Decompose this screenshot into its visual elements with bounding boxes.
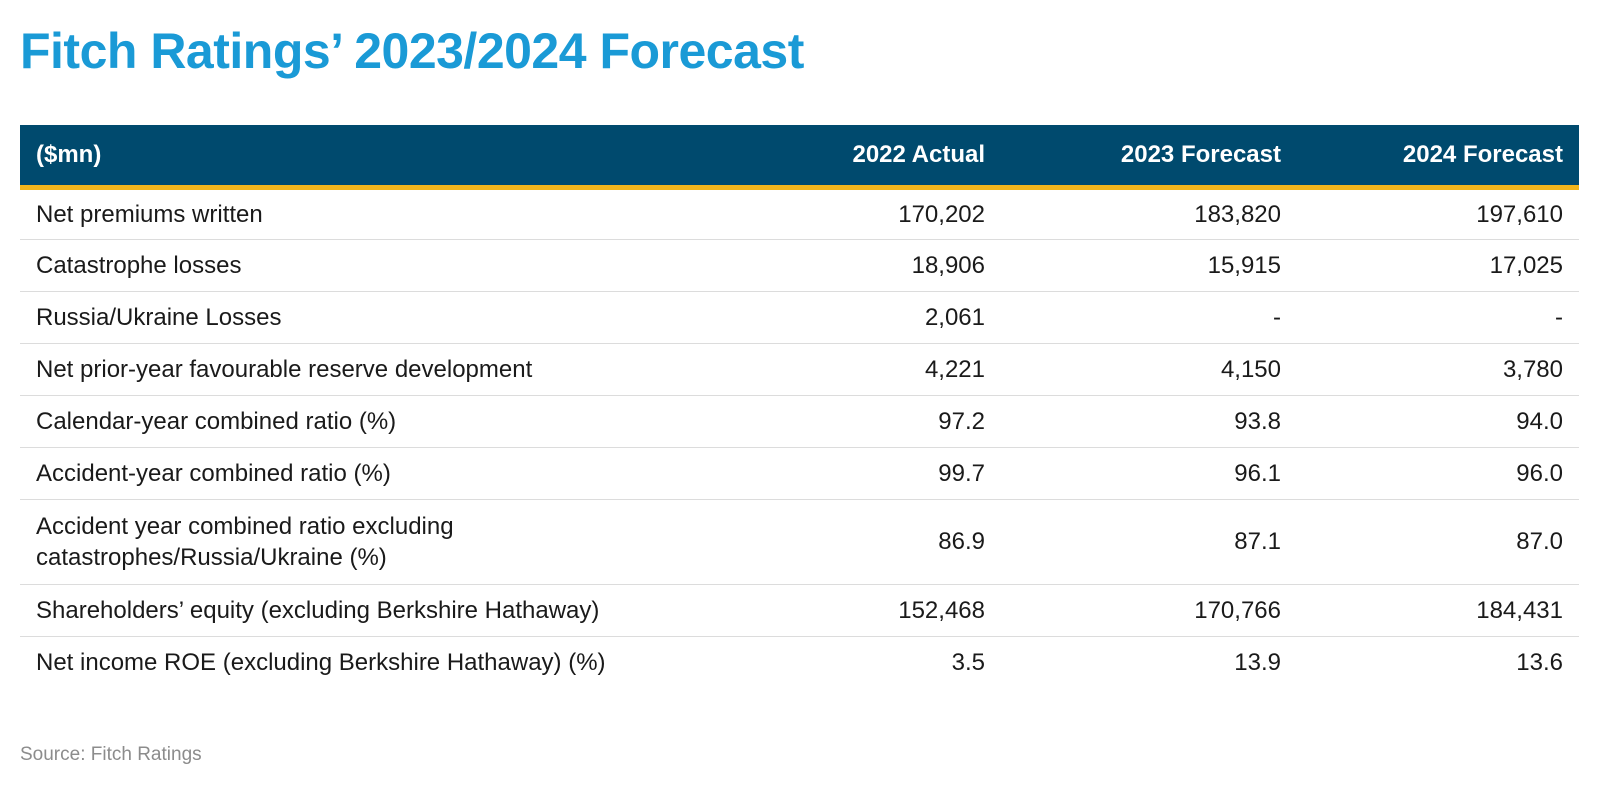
table-row: Net prior-year favourable reserve develo… (20, 343, 1579, 396)
row-value: 184,431 (1297, 584, 1579, 637)
column-header-2022-actual: 2022 Actual (725, 125, 1001, 190)
table-header-row: ($mn) 2022 Actual 2023 Forecast 2024 For… (20, 125, 1579, 190)
row-label: Catastrophe losses (20, 239, 725, 292)
row-value: 3,780 (1297, 343, 1579, 396)
row-label: Net prior-year favourable reserve develo… (20, 343, 725, 396)
row-value: 18,906 (725, 239, 1001, 292)
column-header-2024-forecast: 2024 Forecast (1297, 125, 1579, 190)
row-value: 2,061 (725, 291, 1001, 344)
row-value: 99.7 (725, 447, 1001, 500)
row-value: 86.9 (725, 499, 1001, 585)
table-row: Net income ROE (excluding Berkshire Hath… (20, 636, 1579, 688)
row-value: - (1001, 291, 1297, 344)
forecast-table: ($mn) 2022 Actual 2023 Forecast 2024 For… (20, 125, 1579, 688)
row-value: 87.0 (1297, 499, 1579, 585)
table-row: Net premiums written 170,202 183,820 197,61… (20, 187, 1579, 240)
row-value: 152,468 (725, 584, 1001, 637)
row-label: Russia/Ukraine Losses (20, 291, 725, 344)
row-label: Calendar-year combined ratio (%) (20, 395, 725, 448)
table-row: Calendar-year combined ratio (%) 97.2 93.8… (20, 395, 1579, 448)
row-value: 4,150 (1001, 343, 1297, 396)
row-value: 87.1 (1001, 499, 1297, 585)
row-value: 13.6 (1516, 648, 1563, 676)
table-body: Net premiums written 170,202 183,820 197,61… (20, 187, 1579, 688)
forecast-table-container: ($mn) 2022 Actual 2023 Forecast 2024 For… (20, 125, 1579, 688)
table-row: Catastrophe losses 18,906 15,915 17,025 (20, 239, 1579, 292)
column-header-2023-forecast: 2023 Forecast (1001, 125, 1297, 190)
row-value: 13.9 (1234, 648, 1281, 676)
row-value: 3.5 (951, 648, 985, 676)
column-header-units: ($mn) (20, 125, 725, 190)
row-value: 96.1 (1001, 447, 1297, 500)
table-row: Shareholders’ equity (excluding Berkshir… (20, 584, 1579, 637)
row-value: 96.0 (1297, 447, 1579, 500)
table-row: Russia/Ukraine Losses 2,061- - (20, 291, 1579, 344)
row-value: 15,915 (1001, 239, 1297, 292)
row-label: Accident year combined ratio excluding c… (20, 499, 725, 585)
row-value: 97.2 (725, 395, 1001, 448)
row-value: 17,025 (1297, 239, 1579, 292)
row-value: 170,766 (1001, 584, 1297, 637)
row-value: 183,820 (1001, 187, 1297, 240)
row-value: 170,202 (725, 187, 1001, 240)
row-value: 197,610 (1297, 187, 1579, 240)
row-label: Net premiums written (20, 187, 725, 240)
table-row: Accident-year combined ratio (%) 99.7 96.1… (20, 447, 1579, 500)
row-label: Accident-year combined ratio (%) (20, 447, 725, 500)
source-note: Source: Fitch Ratings (20, 744, 202, 765)
table-row: Accident year combined ratio excluding c… (20, 499, 1579, 585)
row-label: Shareholders’ equity (excluding Berkshir… (20, 584, 725, 637)
row-value: 4,221 (725, 343, 1001, 396)
row-value: 93.8 (1001, 395, 1297, 448)
row-label: Net income ROE (excluding Berkshire Hath… (36, 648, 606, 676)
row-value: 94.0 (1297, 395, 1579, 448)
row-value: - (1297, 291, 1579, 344)
chart-title: Fitch Ratings’ 2023/2024 Forecast (20, 23, 804, 79)
